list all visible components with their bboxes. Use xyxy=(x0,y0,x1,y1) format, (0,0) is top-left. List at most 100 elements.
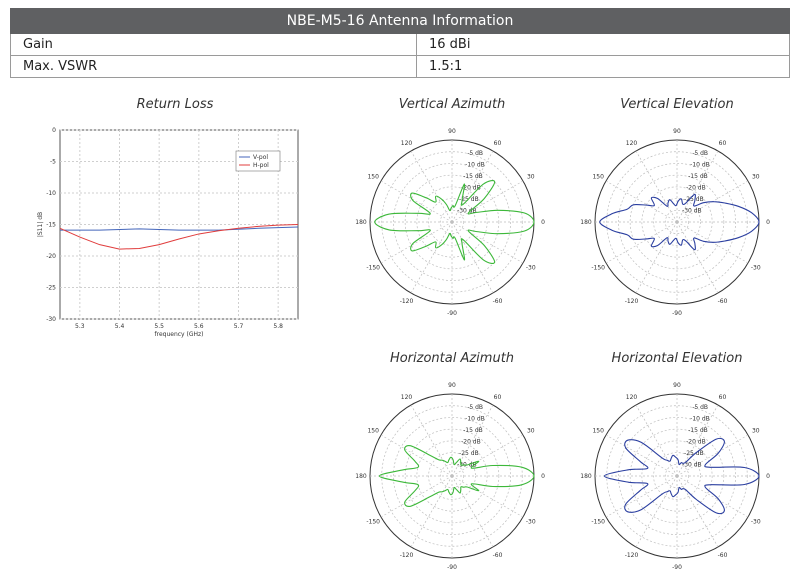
angle-label: -30 xyxy=(751,265,761,272)
ring-label: -5 dB xyxy=(467,404,483,411)
polar-spoke xyxy=(635,404,678,477)
ring-label: -20 dB xyxy=(461,438,481,445)
polar-spoke xyxy=(451,221,494,294)
ring-label: -10 dB xyxy=(690,415,710,422)
legend-box xyxy=(235,150,281,172)
polar-spoke xyxy=(380,475,453,518)
angle-label: 60 xyxy=(719,394,727,401)
polar-ring xyxy=(381,151,523,293)
polar-ring xyxy=(404,428,500,524)
radiation-pattern-trace xyxy=(374,180,535,264)
angle-label: 120 xyxy=(401,140,413,147)
vswr-value: 1.5:1 xyxy=(416,55,790,78)
angle-label: -30 xyxy=(526,519,536,526)
y-tick-label: -10 xyxy=(46,190,56,197)
angle-label: -120 xyxy=(625,552,639,559)
angle-label: 60 xyxy=(719,140,727,147)
angle-label: -60 xyxy=(493,552,503,559)
ring-label: -20 dB xyxy=(686,438,706,445)
polar-spoke xyxy=(635,221,678,294)
table-header-row: NBE-M5-16 Antenna Information xyxy=(10,8,790,34)
angle-label: -30 xyxy=(751,519,761,526)
y-tick-label: -5 xyxy=(50,159,56,166)
polar-ring xyxy=(618,417,736,535)
ring-label: -30 dB xyxy=(682,207,702,214)
polar-ring xyxy=(653,452,701,500)
legend-label: H-pol xyxy=(253,162,269,169)
y-tick-label: -25 xyxy=(46,285,56,292)
angle-label: -150 xyxy=(366,519,380,526)
angle-label: -150 xyxy=(591,519,605,526)
radiation-pattern-trace xyxy=(603,437,760,515)
angle-label: 150 xyxy=(367,428,379,435)
angle-label: 30 xyxy=(752,174,760,181)
y-tick-label: -30 xyxy=(46,316,56,323)
radiation-pattern-trace xyxy=(378,445,535,507)
polar-spoke xyxy=(380,180,453,223)
angle-label: -90 xyxy=(447,310,457,317)
angle-label: 180 xyxy=(580,473,592,480)
table-row: Max. VSWR 1.5:1 xyxy=(10,55,790,78)
angle-label: -90 xyxy=(672,310,682,317)
angle-label: -90 xyxy=(447,564,457,571)
angle-label: 90 xyxy=(448,128,456,135)
y-tick-label: 0 xyxy=(52,127,56,134)
polar-spoke xyxy=(676,475,719,548)
polar-spoke xyxy=(605,221,678,264)
vertical-elevation-polar-chart: 90 60 30 0 -30 -60 -90 -120 -150 180 150 120 -5 dB -1… xyxy=(580,128,770,317)
polar-ring xyxy=(404,174,500,270)
angle-label: 150 xyxy=(592,174,604,181)
angle-label: 90 xyxy=(673,128,681,135)
polar-spoke xyxy=(676,404,719,477)
polar-ring xyxy=(606,151,748,293)
angle-label: 90 xyxy=(448,382,456,389)
polar-ring xyxy=(629,174,725,270)
polar-spoke xyxy=(451,180,524,223)
polar-ring xyxy=(653,198,701,246)
vertical-elevation-title: Vertical Elevation xyxy=(620,97,734,112)
angle-label: 0 xyxy=(766,473,770,480)
polar-spoke xyxy=(410,221,453,294)
x-axis-label: frequency (GHz) xyxy=(155,331,204,338)
gain-label: Gain xyxy=(10,33,417,56)
polar-ring xyxy=(606,405,748,547)
angle-label: -120 xyxy=(400,298,414,305)
angle-label: -120 xyxy=(400,552,414,559)
polar-spoke xyxy=(410,404,453,477)
polar-ring xyxy=(393,417,511,535)
polar-spoke xyxy=(451,404,494,477)
ring-label: -10 dB xyxy=(465,161,485,168)
polar-ring xyxy=(629,428,725,524)
angle-label: -60 xyxy=(493,298,503,305)
gain-value: 16 dBi xyxy=(416,33,790,56)
horizontal-elevation-title: Horizontal Elevation xyxy=(611,351,743,366)
x-tick-label: 5.6 xyxy=(194,323,204,330)
polar-ring xyxy=(664,209,690,235)
angle-label: 30 xyxy=(527,428,535,435)
series-line-v-pol xyxy=(60,226,299,231)
table-title: NBE-M5-16 Antenna Information xyxy=(10,8,790,34)
polar-ring xyxy=(439,209,465,235)
ring-label: -25 dB xyxy=(459,196,479,203)
ring-label: -15 dB xyxy=(688,173,708,180)
x-tick-label: 5.8 xyxy=(273,323,283,330)
polar-ring xyxy=(641,440,713,512)
vswr-label: Max. VSWR xyxy=(10,55,417,78)
polar-spoke xyxy=(380,221,453,264)
angle-label: 90 xyxy=(673,382,681,389)
angle-label: 120 xyxy=(401,394,413,401)
angle-label: -120 xyxy=(625,298,639,305)
x-tick-label: 5.7 xyxy=(234,323,244,330)
polar-spoke xyxy=(451,434,524,477)
ring-label: -25 dB xyxy=(684,196,704,203)
polar-spoke xyxy=(451,221,524,264)
polar-spoke xyxy=(451,475,524,518)
horizontal-elevation-polar-chart: 90 60 30 0 -30 -60 -90 -120 -150 180 150 120 -5 dB -1… xyxy=(580,382,770,571)
y-tick-label: -15 xyxy=(46,222,56,229)
polar-spoke xyxy=(451,475,494,548)
polar-ring xyxy=(641,186,713,258)
polar-ring xyxy=(439,463,465,489)
polar-ring xyxy=(381,405,523,547)
ring-label: -20 dB xyxy=(461,184,481,191)
angle-label: 30 xyxy=(527,174,535,181)
